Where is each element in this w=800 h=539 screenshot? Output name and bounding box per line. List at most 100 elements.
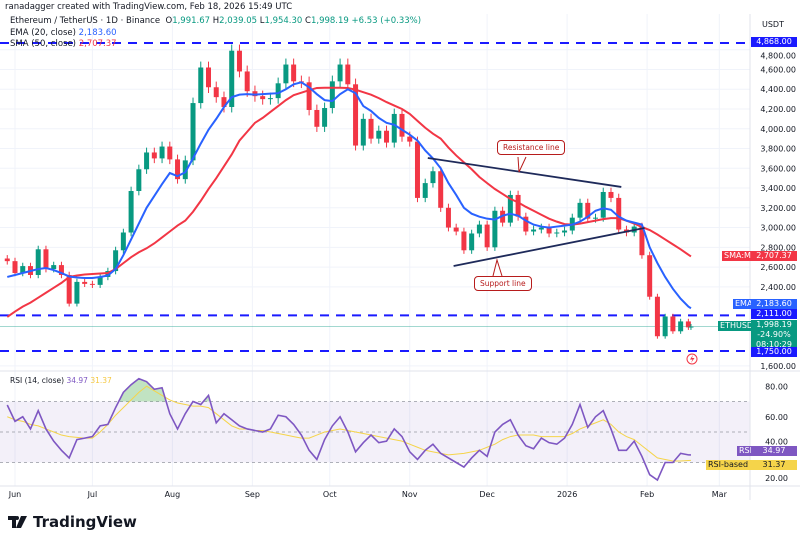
change-value: +6.53 (+0.33%) — [351, 16, 422, 26]
candle-body — [151, 152, 157, 159]
price-tick-label: 4,200.00 — [760, 105, 796, 114]
candle-body — [414, 141, 420, 198]
ema-legend[interactable]: EMA (20, close) 2,183.60 — [10, 28, 117, 38]
candle — [384, 125, 390, 148]
candle-body — [685, 321, 691, 328]
symbol-tag-label: ETHUSDT — [718, 321, 760, 331]
candle-body — [492, 210, 498, 248]
candle-body — [562, 230, 568, 233]
tradingview-logo-icon — [8, 516, 27, 528]
candle-body — [422, 183, 428, 198]
rsi-ma-tag-label: RSI-based MA — [706, 460, 765, 470]
candle-body — [190, 103, 196, 161]
lightning-icon[interactable] — [686, 353, 698, 365]
candle-body — [662, 316, 668, 337]
last-price-tag: 1,998.19 -24.90% 08:10:29 — [751, 320, 797, 349]
candle-body — [507, 194, 513, 223]
candle-body — [275, 83, 281, 99]
ema-value: 2,183.60 — [78, 28, 117, 38]
resistance-trendline[interactable] — [427, 157, 622, 188]
candle — [678, 318, 684, 334]
candle-body — [66, 274, 72, 304]
candle-body — [616, 197, 622, 230]
price-tick-label: 1,600.00 — [760, 362, 796, 371]
sma-legend[interactable]: SMA (50, close) 2,707.37 — [10, 39, 117, 49]
candle-body — [531, 229, 537, 232]
logo-text: TradingView — [33, 513, 137, 531]
candle — [229, 44, 235, 113]
sma-tag-value: 2,707.37 — [751, 251, 797, 261]
candle — [236, 44, 242, 78]
attribution: ranadagger created with TradingView.com,… — [5, 2, 293, 12]
rsi-tick-label: 80.00 — [765, 382, 788, 391]
price-tick-label: 3,000.00 — [760, 224, 796, 233]
time-tick-label: 2026 — [557, 490, 577, 499]
time-tick-label: Feb — [640, 490, 654, 499]
support-callout[interactable]: Support line — [474, 276, 532, 291]
currency-label: USDT — [762, 20, 784, 29]
candle-body — [554, 232, 560, 234]
candle-body — [136, 169, 142, 192]
candle-body — [577, 202, 583, 218]
close-value: 1,998.19 — [310, 16, 349, 26]
candle-body — [360, 118, 366, 146]
rsi-tag-label: RSI — [737, 446, 754, 456]
candle-body — [113, 250, 119, 272]
candle-body — [639, 226, 645, 256]
time-tick-label: Jul — [87, 490, 98, 499]
candle — [329, 75, 335, 114]
last-price: 1,998.19 — [756, 320, 792, 329]
candle — [345, 58, 351, 91]
candle-body — [391, 113, 397, 143]
candle — [291, 58, 297, 88]
candle-body — [12, 261, 18, 274]
horizontal-levels[interactable] — [0, 42, 750, 353]
candle — [531, 225, 537, 236]
candle — [82, 278, 88, 287]
candle — [484, 220, 490, 251]
trendlines[interactable] — [427, 156, 645, 277]
candle-body — [97, 276, 103, 285]
candle-body — [74, 281, 80, 304]
candle — [360, 113, 366, 151]
high-value: 2,039.05 — [219, 16, 258, 26]
support-trendline[interactable] — [453, 227, 645, 267]
price-tick-label: 3,800.00 — [760, 145, 796, 154]
rsi-ma-value: 31.37 — [90, 376, 112, 385]
symbol-legend[interactable]: Ethereum / TetherUS · 1D · Binance O1,99… — [10, 16, 421, 26]
candle-body — [407, 136, 413, 142]
candle-body — [198, 67, 204, 104]
sma-value: 2,707.37 — [78, 39, 117, 49]
candle-body — [376, 130, 382, 139]
rsi-ma-line — [7, 385, 691, 462]
candle — [538, 223, 544, 234]
close-label: C — [305, 16, 311, 26]
price-tick-label: 2,400.00 — [760, 283, 796, 292]
candle — [213, 81, 219, 103]
price-tick-label: 3,400.00 — [760, 184, 796, 193]
low-value: 1,954.30 — [264, 16, 303, 26]
rsi-ma-tag-value: 31.37 — [751, 460, 797, 470]
time-tick-label: Sep — [245, 490, 260, 499]
time-tick-label: Mar — [712, 490, 728, 499]
candle-body — [51, 265, 57, 270]
candle — [546, 223, 552, 238]
candle — [322, 102, 328, 132]
rsi-legend[interactable]: RSI (14, close) 34.97 31.37 — [10, 376, 112, 385]
candle-body — [523, 216, 529, 232]
candle-body — [654, 296, 660, 337]
open-value: 1,991.67 — [172, 16, 211, 26]
resistance-callout[interactable]: Resistance line — [497, 140, 566, 155]
candle — [670, 313, 676, 334]
candle — [654, 293, 660, 339]
tradingview-logo[interactable]: TradingView — [8, 513, 137, 531]
candle — [600, 187, 606, 222]
sma-50-line — [6, 86, 692, 318]
candle-body — [244, 71, 250, 92]
candle — [151, 147, 157, 164]
candle-body — [538, 227, 544, 230]
candle-body — [469, 233, 475, 251]
candle-body — [229, 50, 235, 108]
candle — [685, 318, 691, 330]
